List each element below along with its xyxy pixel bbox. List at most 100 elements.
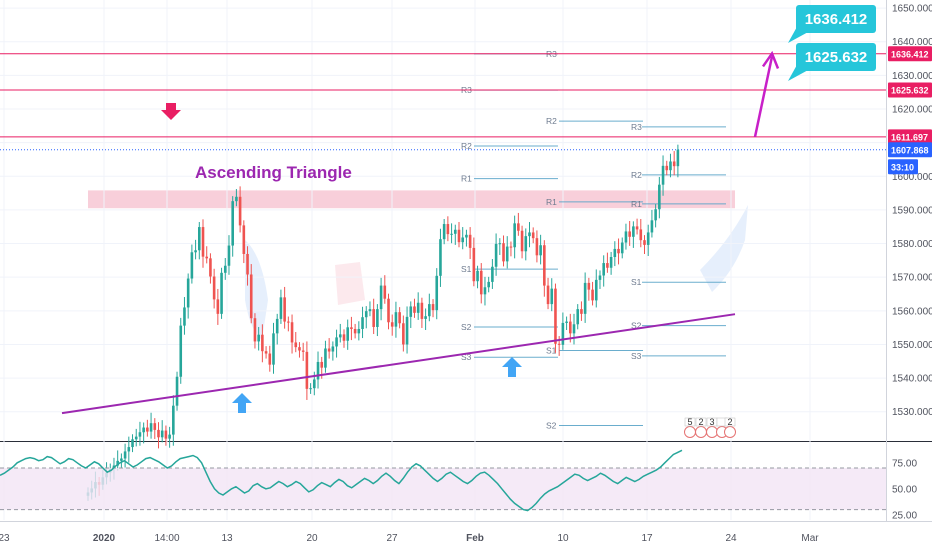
candle-body — [539, 245, 542, 256]
candle-body — [153, 423, 157, 430]
candle-body — [617, 248, 620, 254]
candle-body — [628, 231, 631, 237]
candle-body — [338, 334, 342, 338]
candle-body — [591, 289, 594, 301]
candle-body — [520, 230, 524, 252]
candle-body — [261, 334, 264, 352]
candle-body — [290, 322, 294, 343]
candle-body — [606, 263, 609, 268]
candle-body — [316, 361, 320, 380]
price-tick-label: 1540.000 — [892, 374, 932, 385]
candle-body — [409, 306, 413, 317]
candle-body — [201, 227, 205, 257]
candle-body — [390, 322, 394, 327]
candle-body — [264, 351, 268, 354]
candle-body — [142, 427, 145, 433]
event-flag-label: 2 — [698, 417, 703, 427]
candle-body — [298, 347, 301, 351]
candle-body — [420, 302, 424, 319]
time-tick-label: 14:00 — [154, 533, 179, 544]
candle-body — [287, 321, 290, 323]
candle-body — [313, 379, 316, 389]
candle-body — [268, 353, 272, 365]
candle-body — [561, 322, 565, 345]
candle-body — [583, 282, 587, 314]
time-tick-label: 23 — [0, 533, 10, 544]
candle-body — [209, 258, 212, 277]
pivot-label: R2 — [546, 116, 557, 126]
candle-body — [235, 196, 238, 202]
candle-body — [249, 274, 253, 319]
candle-body — [465, 234, 468, 238]
candle-body — [483, 287, 487, 295]
candle-body — [580, 309, 583, 314]
candle-body — [324, 348, 327, 368]
pivot-label: R1 — [631, 199, 642, 209]
candle-body — [554, 288, 557, 344]
candle-body — [461, 237, 465, 243]
candle-body — [594, 279, 598, 301]
volume-shade — [700, 205, 748, 292]
candle-body — [468, 234, 472, 248]
candle-body — [557, 343, 561, 345]
candle-body — [350, 327, 353, 329]
candle-body — [190, 252, 194, 279]
pivot-label: R2 — [631, 170, 642, 180]
price-tag-label: 1625.632 — [891, 86, 929, 96]
event-flag-label: 5 — [687, 417, 692, 427]
candle-body — [134, 436, 138, 440]
pivot-label: S3 — [461, 352, 472, 362]
candle-body — [502, 243, 505, 262]
candle-body — [183, 307, 186, 326]
candle-body — [301, 350, 305, 352]
candle-body — [476, 270, 479, 282]
candle-body — [498, 243, 502, 245]
pivot-label: S1 — [546, 346, 557, 356]
candle-body — [413, 306, 416, 313]
candle-body — [565, 321, 568, 323]
time-tick-label: 13 — [221, 533, 233, 544]
candle-body — [576, 309, 580, 325]
candle-body — [372, 309, 375, 327]
candle-body — [205, 256, 209, 259]
candle-body — [379, 285, 383, 310]
price-callout-label: 1636.412 — [805, 11, 868, 28]
candle-body — [127, 447, 131, 452]
price-tag-label: 1607.868 — [891, 145, 929, 155]
candle-body — [179, 325, 183, 377]
candle-body — [431, 304, 435, 311]
candle-body — [253, 318, 257, 342]
candle-body — [494, 243, 498, 267]
ascending-trendline — [61, 313, 736, 415]
price-tick-label: 1560.000 — [892, 306, 932, 317]
candle-body — [453, 229, 457, 234]
candle-body — [546, 285, 550, 305]
candle-body — [435, 275, 439, 311]
candle-body — [572, 324, 576, 334]
candle-body — [661, 165, 665, 185]
candle-body — [283, 297, 286, 322]
candle-body — [305, 351, 309, 389]
time-tick-label: 20 — [306, 533, 318, 544]
candle-body — [535, 238, 539, 256]
volume-shade — [335, 262, 365, 305]
candle-body — [669, 161, 672, 171]
candle-body — [402, 323, 405, 345]
candle-body — [353, 328, 357, 334]
candle-body — [138, 432, 142, 437]
candle-body — [479, 270, 483, 295]
indicator-tick-label: 75.00 — [892, 458, 917, 469]
price-callout: 1636.412 — [788, 5, 876, 43]
candle-body — [635, 226, 639, 230]
candle-body — [342, 334, 346, 341]
candle-body — [543, 245, 546, 286]
candle-body — [220, 272, 223, 314]
indicator-line — [0, 449, 683, 512]
candle-body — [335, 337, 338, 347]
candle-body — [646, 232, 650, 245]
candle-body — [168, 434, 171, 439]
candle-body — [198, 227, 201, 251]
candle-body — [528, 232, 531, 237]
up-arrow-icon — [502, 357, 522, 377]
